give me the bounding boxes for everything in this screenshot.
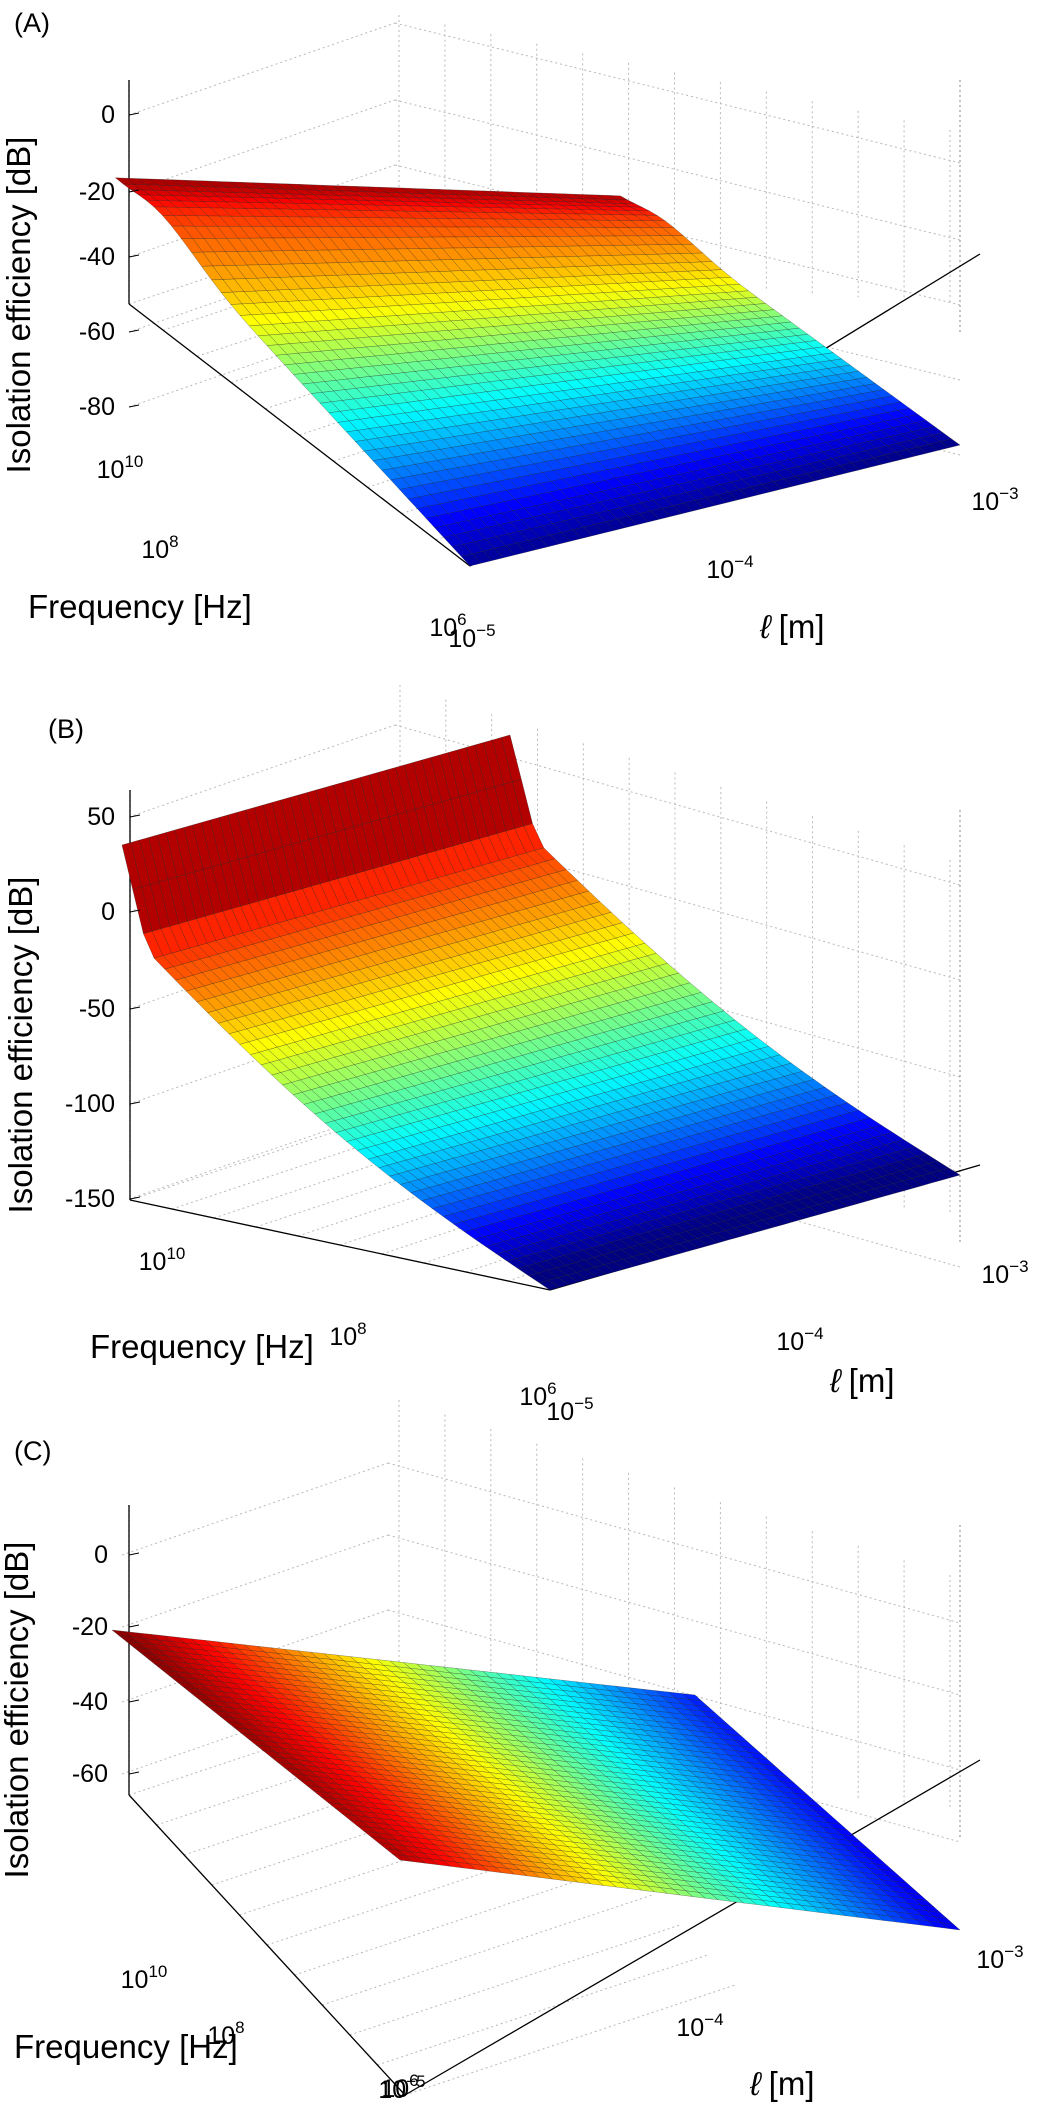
panel-label: (A) <box>14 8 50 38</box>
frequency-tick-label: 1010 <box>139 1244 186 1276</box>
panel-label: (B) <box>48 714 84 744</box>
ell-tick-label: 10−3 <box>981 1257 1028 1289</box>
grid-line <box>121 1534 389 1628</box>
z-tick-label: 0 <box>101 101 115 129</box>
panel-label: (C) <box>14 1436 51 1466</box>
grid-line <box>128 22 396 116</box>
z-tick-label: 50 <box>87 803 115 831</box>
z-tick-label: -40 <box>79 243 115 271</box>
z-axis-title: Isolation efficiency [dB] <box>0 137 37 474</box>
frequency-axis-title: Frequency [Hz] <box>90 1328 314 1365</box>
surface <box>114 177 961 567</box>
frequency-axis <box>128 303 471 567</box>
grid-line <box>394 99 961 241</box>
frequency-tick-label: 108 <box>329 1319 366 1351</box>
ell-tick-label: 10−5 <box>448 621 495 653</box>
ell-tick-label: 10−5 <box>546 1394 593 1426</box>
z-tick-label: -80 <box>79 393 115 421</box>
ell-tick-label: 10−4 <box>776 1324 823 1356</box>
ell-tick-label: 10−3 <box>971 484 1018 516</box>
grid-line <box>394 22 961 164</box>
frequency-tick-label: 1010 <box>97 452 144 484</box>
grid-line <box>377 1954 708 2066</box>
frequency-tick-label: 108 <box>141 532 178 564</box>
grid-line <box>128 314 396 408</box>
z-axis-title: Isolation efficiency [dB] <box>2 877 39 1214</box>
ell-tick-label: 10−4 <box>706 552 753 584</box>
z-tick-label: -150 <box>65 1185 115 1213</box>
z-tick-label: -60 <box>79 318 115 346</box>
z-tick-label: -100 <box>65 1090 115 1118</box>
ell-axis-title: ℓ [m] <box>829 1362 895 1399</box>
panel-c: (C)0-20-40-60101010810610−510−410−3Frequ… <box>0 1400 1024 2104</box>
grid-line <box>349 1924 680 2036</box>
frequency-axis-title: Frequency [Hz] <box>28 588 252 625</box>
ell-axis-title: ℓ [m] <box>759 608 825 645</box>
z-tick-label: -50 <box>79 995 115 1023</box>
z-tick-label: -20 <box>79 178 115 206</box>
grid-line <box>128 99 396 193</box>
grid-line <box>121 1462 389 1556</box>
grid-line <box>322 1894 653 2006</box>
z-tick-label: 0 <box>101 898 115 926</box>
panel-b: (B)500-50-100-150101010810610−510−410−3F… <box>2 685 1029 1426</box>
panel-a: (A)0-20-40-60-80101010810610−510−410−3Fr… <box>0 8 1019 653</box>
surface <box>111 1629 961 1931</box>
